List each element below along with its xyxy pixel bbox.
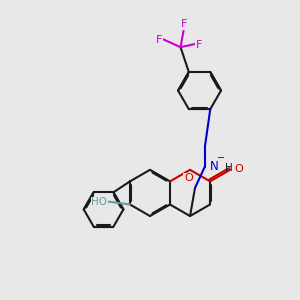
Text: N: N [210, 160, 218, 173]
Text: F: F [181, 19, 187, 29]
Text: HO: HO [91, 197, 107, 207]
Text: O: O [234, 164, 243, 174]
Text: F: F [156, 35, 162, 45]
Text: −: − [218, 153, 226, 163]
Text: F: F [196, 40, 202, 50]
Text: H: H [225, 163, 233, 173]
Text: O: O [184, 173, 193, 183]
